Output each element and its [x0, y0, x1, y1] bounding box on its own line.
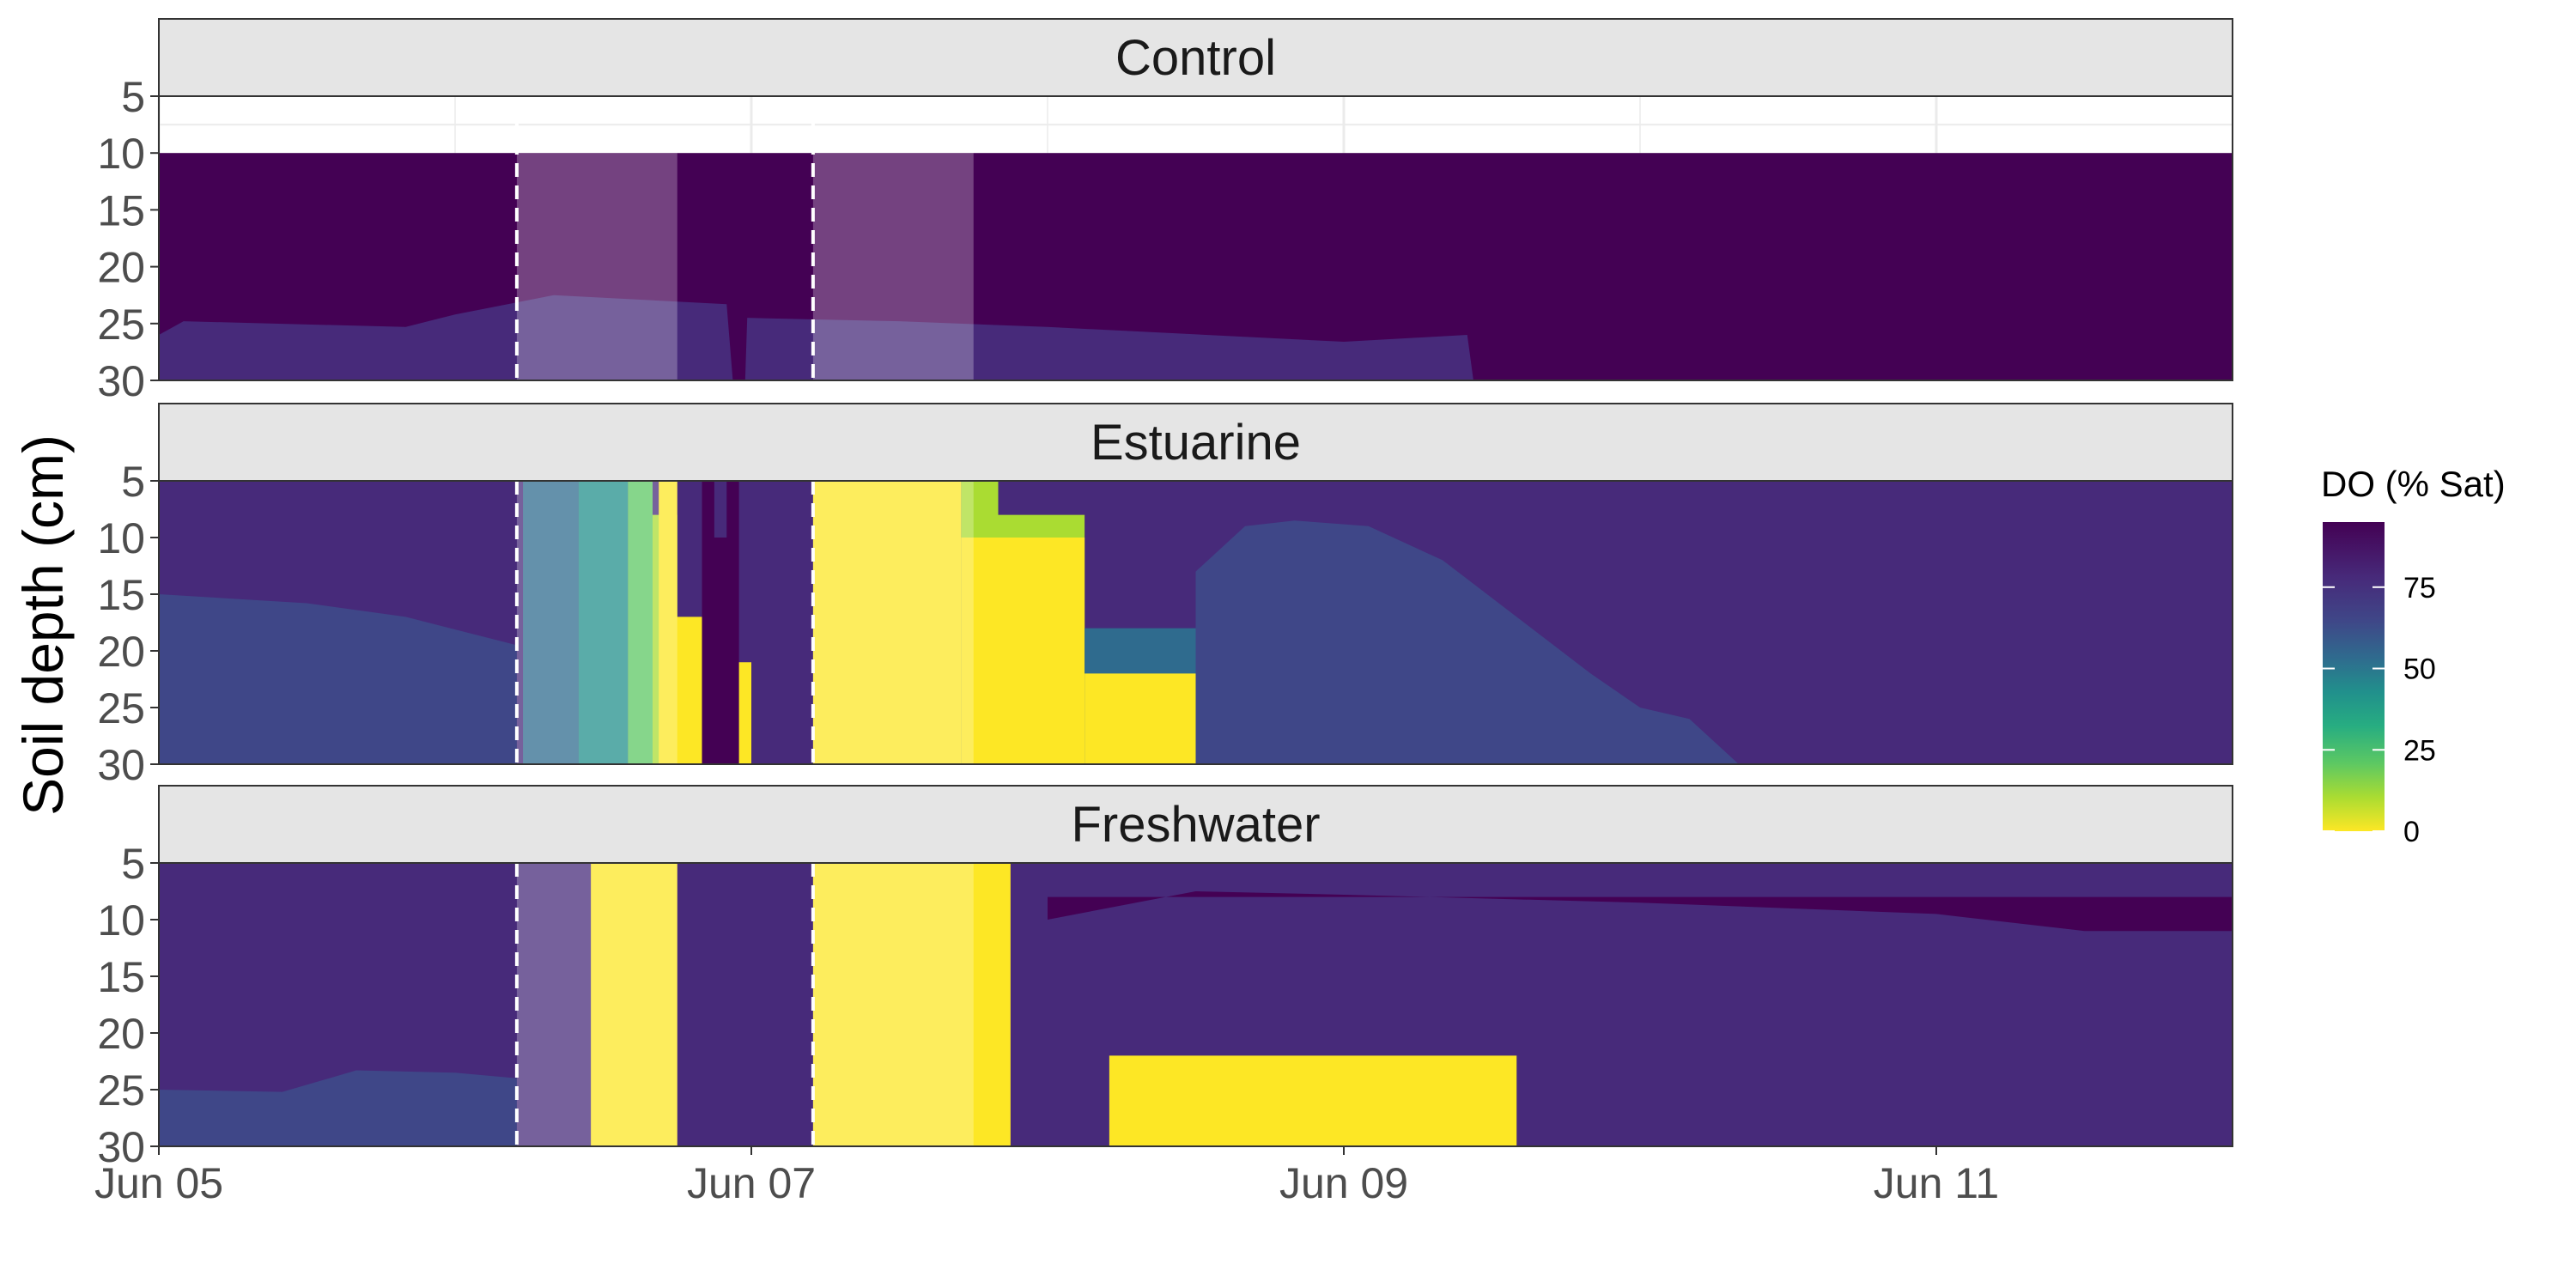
y-tick-label: 15 — [97, 953, 145, 1001]
facet-strip-label: Control — [1115, 30, 1276, 86]
y-tick-label: 5 — [121, 840, 145, 888]
legend-tick-label: 0 — [2403, 816, 2420, 848]
do-contour-region — [738, 662, 751, 764]
panel-freshwater: Freshwater 5 10 15 20 25 30 — [97, 785, 2233, 1171]
do-contour-region — [1084, 673, 1196, 764]
legend-tick-label: 25 — [2403, 734, 2436, 767]
flood-window-highlight — [812, 481, 974, 764]
panel-control: Control 5 10 15 20 25 30 — [97, 18, 2233, 405]
do-legend: DO (% Sat) 75 50 25 0 — [2321, 464, 2506, 848]
flood-window-highlight — [516, 153, 677, 380]
do-contour-region — [628, 481, 653, 764]
panel-border — [158, 95, 2233, 381]
y-tick-label: 25 — [97, 1066, 145, 1115]
do-contour-region — [578, 481, 629, 764]
legend-tick-label: 75 — [2403, 572, 2436, 605]
y-tick-label: 30 — [97, 741, 145, 789]
y-tick-label: 10 — [97, 130, 145, 178]
do-contour-region — [159, 594, 517, 764]
facet-strip — [158, 785, 2233, 864]
x-tick-label: Jun 09 — [1279, 1159, 1408, 1207]
do-contour-region — [702, 481, 739, 764]
do-contour-region — [1048, 891, 2233, 932]
do-contour-region — [812, 481, 962, 764]
y-tick-label: 20 — [97, 244, 145, 292]
facet-strip — [158, 403, 2233, 482]
legend-tick-label: 50 — [2403, 653, 2436, 686]
y-axis-title: Soil depth (cm) — [11, 434, 75, 816]
do-contour-region — [159, 1070, 517, 1146]
y-tick-label: 30 — [97, 1123, 145, 1171]
do-contour-region — [812, 863, 1011, 1146]
y-tick-label: 10 — [97, 896, 145, 945]
flood-window-highlight — [516, 481, 677, 764]
x-axis: Jun 05 Jun 07 Jun 09 Jun 11 — [94, 1146, 1999, 1207]
legend-title: DO (% Sat) — [2321, 464, 2506, 504]
y-tick-label: 15 — [97, 186, 145, 234]
facet-strip-label: Estuarine — [1091, 415, 1301, 471]
y-tick-label: 30 — [97, 357, 145, 405]
flood-window-highlight — [812, 863, 974, 1146]
y-tick-label: 10 — [97, 514, 145, 562]
do-contour-region — [1195, 520, 1739, 764]
panel-estuarine: Estuarine 5 10 15 20 25 30 — [97, 403, 2233, 789]
do-contour-region — [961, 538, 1085, 764]
y-tick-label: 20 — [97, 628, 145, 676]
panel-border — [158, 862, 2233, 1147]
flood-window-highlight — [516, 863, 677, 1146]
legend-colorbar — [2323, 522, 2385, 831]
do-contour-region — [523, 481, 579, 764]
x-tick-label: Jun 07 — [687, 1159, 816, 1207]
y-tick-label: 5 — [121, 73, 145, 121]
y-tick-label: 25 — [97, 684, 145, 732]
do-contour-region — [1109, 1055, 1517, 1146]
do-contour-region — [591, 863, 677, 1146]
y-tick-label: 5 — [121, 458, 145, 506]
x-tick-label: Jun 05 — [94, 1159, 223, 1207]
panel-border — [158, 480, 2233, 765]
facet-strip-label: Freshwater — [1071, 797, 1320, 853]
y-tick-label: 15 — [97, 571, 145, 619]
facet-strip — [158, 18, 2233, 97]
y-tick-label: 25 — [97, 301, 145, 349]
x-tick-label: Jun 11 — [1874, 1159, 1999, 1207]
flood-window-highlight — [812, 153, 974, 380]
y-tick-label: 20 — [97, 1010, 145, 1058]
facet-panels: Control51015202530Estuarine51015202530Fr… — [97, 18, 2233, 1171]
do-contour-region — [159, 295, 1473, 380]
do-contour-region — [659, 481, 702, 764]
